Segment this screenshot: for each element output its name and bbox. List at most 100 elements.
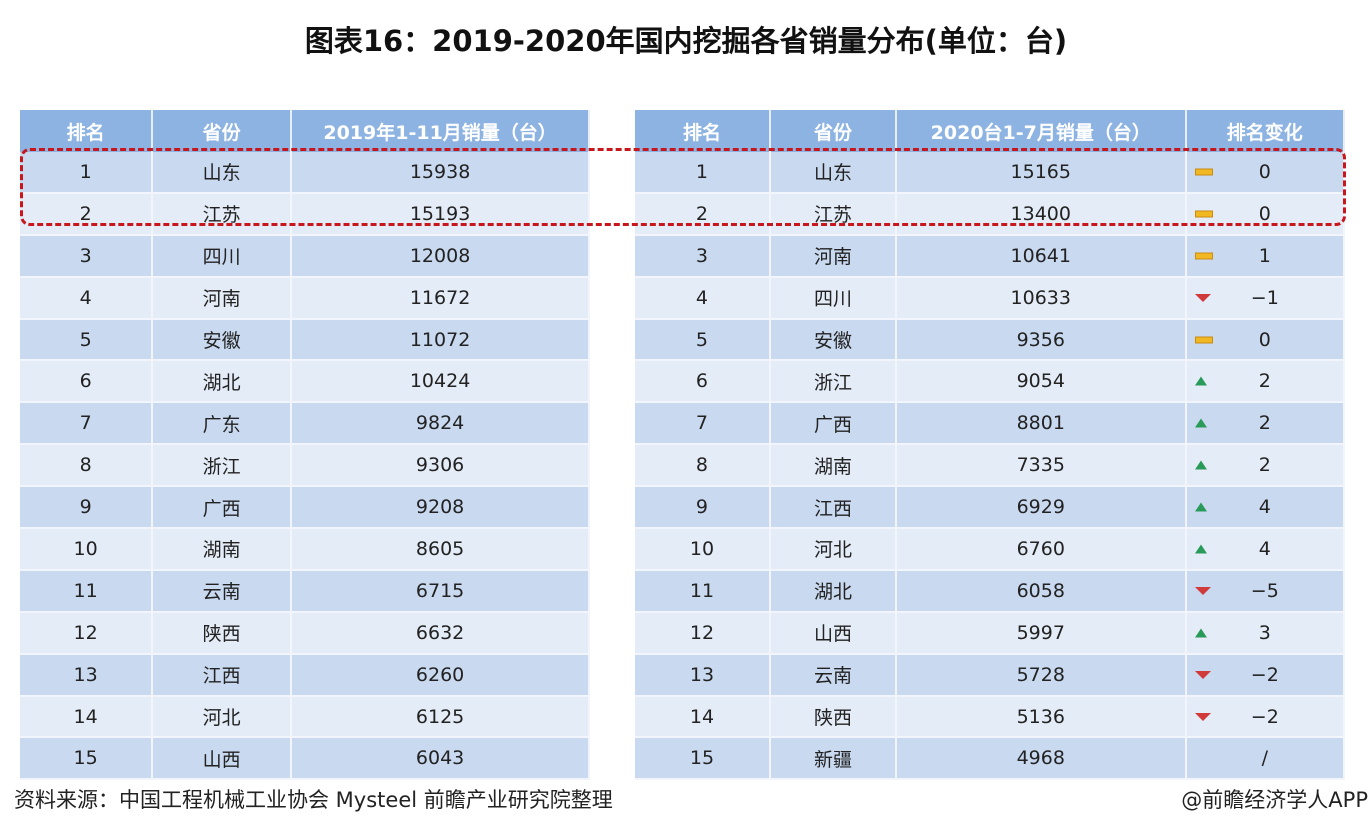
rank-change-value: 0 <box>1258 160 1271 183</box>
table-cell: 湖北 <box>152 360 293 404</box>
rank-change-value: 0 <box>1258 202 1271 225</box>
column-header: 省份 <box>769 110 897 152</box>
arrow-down-icon <box>1194 670 1211 679</box>
table-row: 7 广东 9824 <box>20 402 590 446</box>
flat-dash-icon <box>1194 252 1213 260</box>
table-row: 12 山西 5997 3 <box>635 611 1346 655</box>
table-cell: 11672 <box>291 276 590 320</box>
rank-change-value: −5 <box>1250 579 1279 602</box>
table-cell: 6632 <box>291 611 590 655</box>
table-cell: 10 <box>635 528 771 571</box>
table-row: 11 湖北 6058 −5 <box>635 569 1346 613</box>
table-cell: 12 <box>635 611 771 655</box>
table-cell: 山东 <box>769 152 897 194</box>
table-cell: 6043 <box>291 737 590 781</box>
rank-change-cell: 4 <box>1185 528 1346 571</box>
table-cell: 5136 <box>895 695 1187 739</box>
table-cell: 5997 <box>895 611 1187 655</box>
rank-change-value: 2 <box>1258 370 1271 393</box>
table-row: 10 湖南 8605 <box>20 528 590 571</box>
table-cell: 湖南 <box>152 528 293 571</box>
table-cell: 2 <box>635 192 771 236</box>
table-cell: 4 <box>20 276 154 320</box>
table-cell: 湖北 <box>769 569 897 613</box>
rank-change-cell: 0 <box>1185 152 1346 194</box>
rank-change-value: 3 <box>1258 621 1271 644</box>
table-cell: 山东 <box>152 152 293 194</box>
table-row: 8 湖南 7335 2 <box>635 444 1346 488</box>
arrow-up-icon <box>1194 628 1207 638</box>
table-cell: 江西 <box>769 486 897 530</box>
watermark: @前瞻经济学人APP <box>1181 788 1368 812</box>
table-2019: 排名 省份 2019年1-11月销量（台） 1 山东 15938 2 江苏 15193 3 四川 1… <box>20 110 590 781</box>
flat-dash-icon <box>1194 168 1213 176</box>
column-header: 排名 <box>20 110 154 152</box>
table-cell: 6760 <box>895 528 1187 571</box>
table-cell: 15 <box>20 737 154 781</box>
table-row: 6 浙江 9054 2 <box>635 360 1346 404</box>
table-row: 6 湖北 10424 <box>20 360 590 404</box>
table-row: 13 云南 5728 −2 <box>635 653 1346 697</box>
chart-title: 图表16：2019-2020年国内挖掘各省销量分布(单位：台) <box>304 24 1068 58</box>
table-cell: 6 <box>20 360 154 404</box>
table-row: 8 浙江 9306 <box>20 444 590 488</box>
table-cell: 6929 <box>895 486 1187 530</box>
table-cell: 6058 <box>895 569 1187 613</box>
arrow-down-icon <box>1194 712 1211 721</box>
table-row: 9 江西 6929 4 <box>635 486 1346 530</box>
table-cell: 8801 <box>895 402 1187 446</box>
table-cell: 14 <box>20 695 154 739</box>
table-cell: 江苏 <box>769 192 897 236</box>
rank-change-value: −2 <box>1250 705 1279 728</box>
rank-change-value: 4 <box>1258 496 1271 519</box>
table-row: 14 河北 6125 <box>20 695 590 739</box>
table-cell: 河北 <box>769 528 897 571</box>
rank-change-cell: 0 <box>1185 318 1346 362</box>
table-cell: 12 <box>20 611 154 655</box>
rank-change-cell: 3 <box>1185 611 1346 655</box>
table-row: 15 新疆 4968 / <box>635 737 1346 781</box>
table-row: 11 云南 6715 <box>20 569 590 613</box>
table-cell: 9356 <box>895 318 1187 362</box>
table-cell: 陕西 <box>769 695 897 739</box>
arrow-up-icon <box>1194 376 1207 386</box>
rank-change-cell: 0 <box>1185 192 1346 236</box>
source-note: 资料来源：中国工程机械工业协会 Mysteel 前瞻产业研究院整理 <box>14 788 613 812</box>
table-row: 9 广西 9208 <box>20 486 590 530</box>
table-cell: 10 <box>20 528 154 571</box>
table-cell: 四川 <box>152 234 293 278</box>
arrow-up-icon <box>1194 502 1207 512</box>
table-cell: 15165 <box>895 152 1187 194</box>
table-cell: 云南 <box>769 653 897 697</box>
arrow-down-icon <box>1194 293 1211 302</box>
table-cell: 9 <box>20 486 154 530</box>
rank-change-value: 1 <box>1258 244 1271 267</box>
table-cell: 河南 <box>769 234 897 278</box>
table-cell: 10424 <box>291 360 590 404</box>
table-row: 10 河北 6760 4 <box>635 528 1346 571</box>
table-row: 5 安徽 9356 0 <box>635 318 1346 362</box>
table-row: 14 陕西 5136 −2 <box>635 695 1346 739</box>
table-cell: 5 <box>635 318 771 362</box>
table-cell: 7 <box>20 402 154 446</box>
table-row: 4 四川 10633 −1 <box>635 276 1346 320</box>
rank-change-cell: −2 <box>1185 695 1346 739</box>
table-cell: 安徽 <box>152 318 293 362</box>
table-row: 4 河南 11672 <box>20 276 590 320</box>
rank-change-cell: 2 <box>1185 444 1346 488</box>
table-cell: 9054 <box>895 360 1187 404</box>
table-cell: 广西 <box>152 486 293 530</box>
table-cell: 1 <box>635 152 771 194</box>
rank-change-value: 2 <box>1258 454 1271 477</box>
table-row: 15 山西 6043 <box>20 737 590 781</box>
table-cell: 3 <box>635 234 771 278</box>
table-cell: 湖南 <box>769 444 897 488</box>
rank-change-cell: −1 <box>1185 276 1346 320</box>
rank-change-cell: 2 <box>1185 360 1346 404</box>
table-cell: 陕西 <box>152 611 293 655</box>
flat-dash-icon <box>1194 210 1213 218</box>
arrow-up-icon <box>1194 418 1207 428</box>
column-header: 2019年1-11月销量（台） <box>291 110 590 152</box>
table-row: 2 江苏 15193 <box>20 192 590 236</box>
rank-change-cell: −2 <box>1185 653 1346 697</box>
